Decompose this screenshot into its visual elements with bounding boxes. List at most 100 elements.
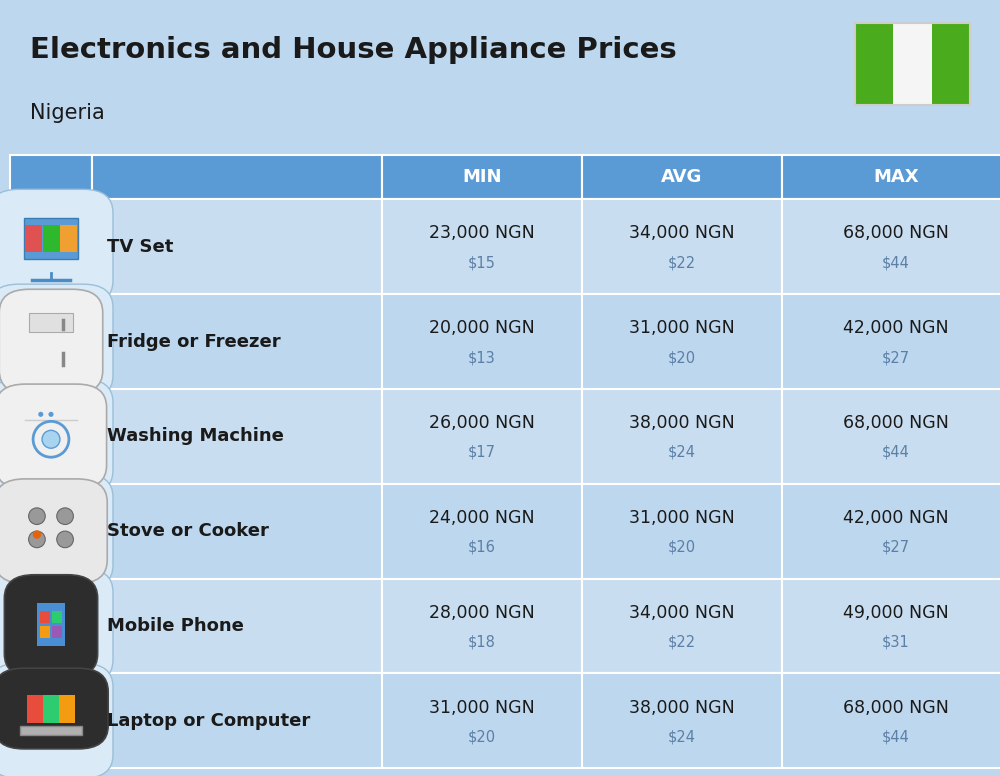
FancyBboxPatch shape xyxy=(382,155,582,199)
FancyBboxPatch shape xyxy=(0,284,113,399)
Text: $20: $20 xyxy=(668,540,696,555)
FancyBboxPatch shape xyxy=(0,384,107,489)
Text: 23,000 NGN: 23,000 NGN xyxy=(429,224,535,242)
FancyBboxPatch shape xyxy=(10,155,92,199)
FancyBboxPatch shape xyxy=(782,199,1000,294)
Text: $31: $31 xyxy=(882,635,910,650)
FancyBboxPatch shape xyxy=(92,199,382,294)
Text: 38,000 NGN: 38,000 NGN xyxy=(629,414,735,432)
FancyBboxPatch shape xyxy=(0,189,113,304)
FancyBboxPatch shape xyxy=(10,389,92,483)
Text: Fridge or Freezer: Fridge or Freezer xyxy=(107,333,281,351)
Text: $22: $22 xyxy=(668,255,696,270)
Text: 38,000 NGN: 38,000 NGN xyxy=(629,698,735,716)
FancyBboxPatch shape xyxy=(582,483,782,579)
FancyBboxPatch shape xyxy=(24,218,78,259)
FancyBboxPatch shape xyxy=(855,23,893,105)
FancyBboxPatch shape xyxy=(92,579,382,674)
FancyBboxPatch shape xyxy=(582,155,782,199)
FancyBboxPatch shape xyxy=(582,674,782,768)
Ellipse shape xyxy=(57,531,73,548)
FancyBboxPatch shape xyxy=(52,611,62,623)
Text: 31,000 NGN: 31,000 NGN xyxy=(629,319,735,338)
Text: $44: $44 xyxy=(882,255,910,270)
FancyBboxPatch shape xyxy=(92,294,382,389)
FancyBboxPatch shape xyxy=(382,483,582,579)
Text: $27: $27 xyxy=(882,540,910,555)
Text: 68,000 NGN: 68,000 NGN xyxy=(843,698,949,716)
Text: MIN: MIN xyxy=(462,168,502,186)
Ellipse shape xyxy=(33,531,41,539)
Text: Electronics and House Appliance Prices: Electronics and House Appliance Prices xyxy=(30,36,677,64)
Text: AVG: AVG xyxy=(661,168,703,186)
Text: 31,000 NGN: 31,000 NGN xyxy=(629,509,735,527)
FancyBboxPatch shape xyxy=(4,575,98,677)
FancyBboxPatch shape xyxy=(37,602,65,646)
Text: 42,000 NGN: 42,000 NGN xyxy=(843,509,949,527)
FancyBboxPatch shape xyxy=(382,674,582,768)
Text: 34,000 NGN: 34,000 NGN xyxy=(629,224,735,242)
FancyBboxPatch shape xyxy=(27,695,43,722)
Text: $16: $16 xyxy=(468,540,496,555)
FancyBboxPatch shape xyxy=(92,389,382,483)
Ellipse shape xyxy=(42,431,60,449)
Text: 68,000 NGN: 68,000 NGN xyxy=(843,414,949,432)
Text: 24,000 NGN: 24,000 NGN xyxy=(429,509,535,527)
Text: Nigeria: Nigeria xyxy=(30,102,105,123)
FancyBboxPatch shape xyxy=(92,483,382,579)
FancyBboxPatch shape xyxy=(0,663,113,776)
Text: $27: $27 xyxy=(882,350,910,365)
Text: $20: $20 xyxy=(468,729,496,744)
FancyBboxPatch shape xyxy=(782,155,1000,199)
FancyBboxPatch shape xyxy=(10,579,92,674)
FancyBboxPatch shape xyxy=(25,226,42,252)
FancyBboxPatch shape xyxy=(782,674,1000,768)
FancyBboxPatch shape xyxy=(0,479,107,584)
FancyBboxPatch shape xyxy=(43,226,60,252)
FancyBboxPatch shape xyxy=(582,199,782,294)
FancyBboxPatch shape xyxy=(92,155,382,199)
Text: 31,000 NGN: 31,000 NGN xyxy=(429,698,535,716)
Text: 34,000 NGN: 34,000 NGN xyxy=(629,604,735,622)
Text: Washing Machine: Washing Machine xyxy=(107,428,284,445)
FancyBboxPatch shape xyxy=(20,726,82,735)
Text: MAX: MAX xyxy=(873,168,919,186)
FancyBboxPatch shape xyxy=(782,294,1000,389)
Text: $44: $44 xyxy=(882,729,910,744)
FancyBboxPatch shape xyxy=(40,611,50,623)
FancyBboxPatch shape xyxy=(60,226,77,252)
FancyBboxPatch shape xyxy=(382,579,582,674)
FancyBboxPatch shape xyxy=(10,674,92,768)
Text: $15: $15 xyxy=(468,255,496,270)
Text: $24: $24 xyxy=(668,729,696,744)
Text: $20: $20 xyxy=(668,350,696,365)
Text: $17: $17 xyxy=(468,445,496,460)
FancyBboxPatch shape xyxy=(10,294,92,389)
FancyBboxPatch shape xyxy=(43,695,59,722)
Ellipse shape xyxy=(29,508,45,525)
Text: 68,000 NGN: 68,000 NGN xyxy=(843,224,949,242)
FancyBboxPatch shape xyxy=(782,483,1000,579)
Ellipse shape xyxy=(57,508,73,525)
FancyBboxPatch shape xyxy=(29,313,73,331)
FancyBboxPatch shape xyxy=(0,474,113,589)
Text: $24: $24 xyxy=(668,445,696,460)
Ellipse shape xyxy=(48,412,54,417)
FancyBboxPatch shape xyxy=(893,23,932,105)
Text: 42,000 NGN: 42,000 NGN xyxy=(843,319,949,338)
Text: TV Set: TV Set xyxy=(107,237,173,256)
FancyBboxPatch shape xyxy=(0,569,113,684)
FancyBboxPatch shape xyxy=(382,389,582,483)
Text: 28,000 NGN: 28,000 NGN xyxy=(429,604,535,622)
FancyBboxPatch shape xyxy=(0,668,108,749)
Text: Mobile Phone: Mobile Phone xyxy=(107,617,244,635)
FancyBboxPatch shape xyxy=(782,389,1000,483)
FancyBboxPatch shape xyxy=(0,289,103,394)
Text: 49,000 NGN: 49,000 NGN xyxy=(843,604,949,622)
Text: 26,000 NGN: 26,000 NGN xyxy=(429,414,535,432)
Text: $44: $44 xyxy=(882,445,910,460)
FancyBboxPatch shape xyxy=(52,626,62,639)
FancyBboxPatch shape xyxy=(582,294,782,389)
Text: Stove or Cooker: Stove or Cooker xyxy=(107,522,269,540)
FancyBboxPatch shape xyxy=(782,579,1000,674)
